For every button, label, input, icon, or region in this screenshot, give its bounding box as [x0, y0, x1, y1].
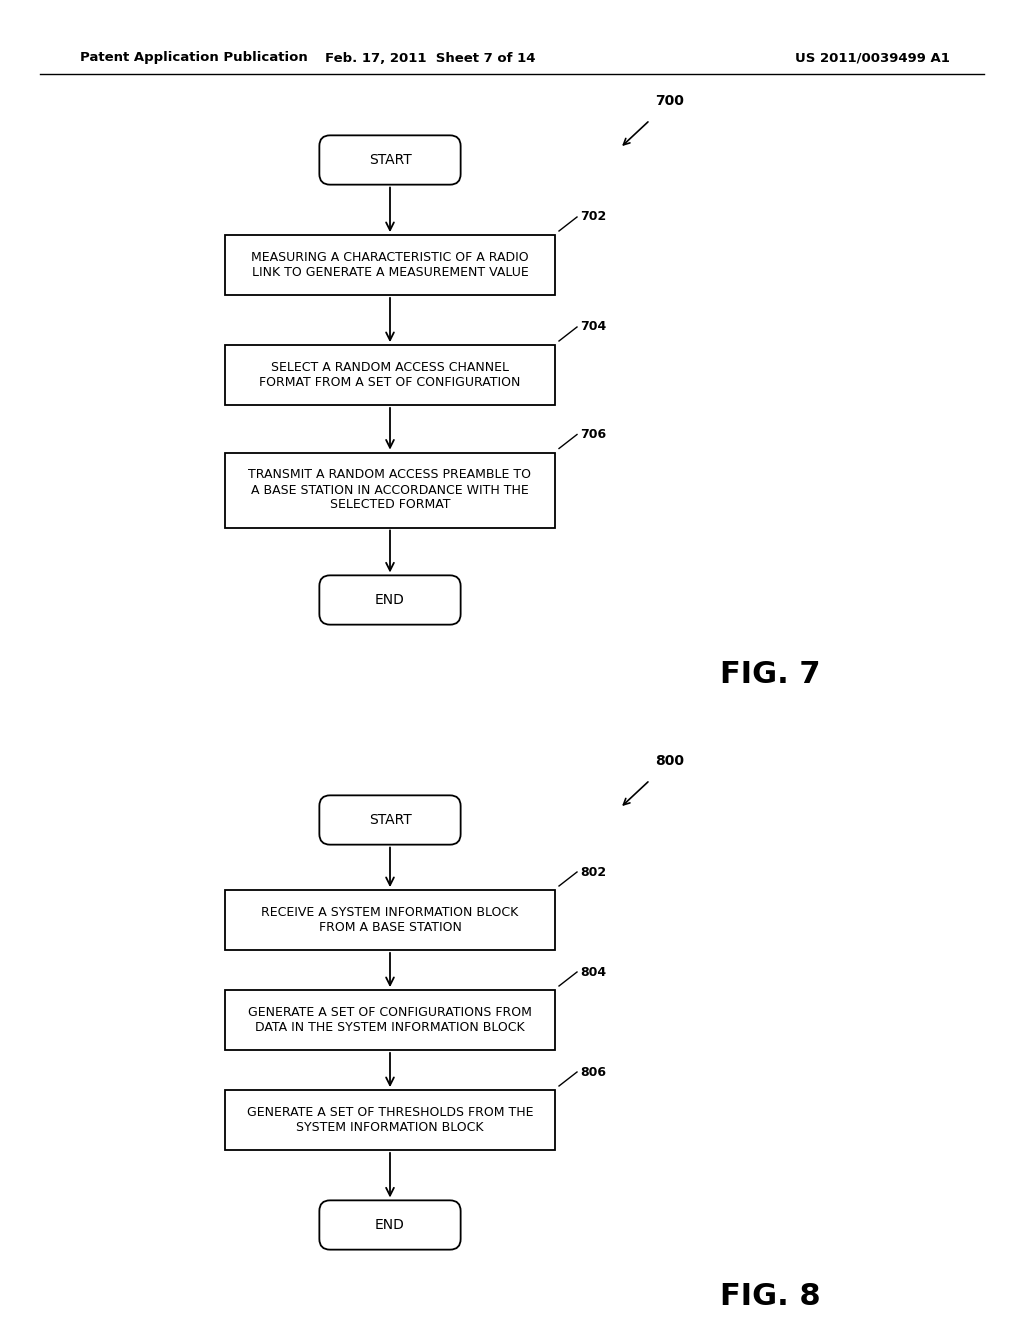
FancyBboxPatch shape: [319, 1200, 461, 1250]
Bar: [225, 345, 555, 405]
Text: 702: 702: [580, 210, 606, 223]
Bar: [225, 890, 555, 950]
Text: GENERATE A SET OF CONFIGURATIONS FROM
DATA IN THE SYSTEM INFORMATION BLOCK: GENERATE A SET OF CONFIGURATIONS FROM DA…: [248, 1006, 531, 1034]
Text: 802: 802: [580, 866, 606, 879]
Text: Feb. 17, 2011  Sheet 7 of 14: Feb. 17, 2011 Sheet 7 of 14: [325, 51, 536, 65]
Text: SELECT A RANDOM ACCESS CHANNEL
FORMAT FROM A SET OF CONFIGURATION: SELECT A RANDOM ACCESS CHANNEL FORMAT FR…: [259, 360, 520, 389]
FancyBboxPatch shape: [319, 796, 461, 845]
Bar: [225, 990, 555, 1049]
Text: MEASURING A CHARACTERISTIC OF A RADIO
LINK TO GENERATE A MEASUREMENT VALUE: MEASURING A CHARACTERISTIC OF A RADIO LI…: [251, 251, 528, 279]
Text: START: START: [369, 813, 412, 828]
Text: Patent Application Publication: Patent Application Publication: [80, 51, 308, 65]
Text: FIG. 7: FIG. 7: [720, 660, 820, 689]
Text: FIG. 8: FIG. 8: [720, 1282, 820, 1311]
Text: END: END: [375, 593, 404, 607]
Text: 804: 804: [580, 965, 606, 978]
Bar: [225, 453, 555, 528]
Text: US 2011/0039499 A1: US 2011/0039499 A1: [795, 51, 950, 65]
Text: 704: 704: [580, 321, 606, 334]
Text: 706: 706: [580, 428, 606, 441]
Text: RECEIVE A SYSTEM INFORMATION BLOCK
FROM A BASE STATION: RECEIVE A SYSTEM INFORMATION BLOCK FROM …: [261, 906, 518, 935]
Text: START: START: [369, 153, 412, 168]
Text: GENERATE A SET OF THRESHOLDS FROM THE
SYSTEM INFORMATION BLOCK: GENERATE A SET OF THRESHOLDS FROM THE SY…: [247, 1106, 534, 1134]
Text: 700: 700: [655, 94, 684, 108]
FancyBboxPatch shape: [319, 136, 461, 185]
Text: 800: 800: [655, 754, 684, 768]
Text: TRANSMIT A RANDOM ACCESS PREAMBLE TO
A BASE STATION IN ACCORDANCE WITH THE
SELEC: TRANSMIT A RANDOM ACCESS PREAMBLE TO A B…: [249, 469, 531, 511]
Bar: [225, 1090, 555, 1150]
FancyBboxPatch shape: [319, 576, 461, 624]
Text: 806: 806: [580, 1065, 606, 1078]
Text: END: END: [375, 1218, 404, 1232]
Bar: [225, 235, 555, 294]
